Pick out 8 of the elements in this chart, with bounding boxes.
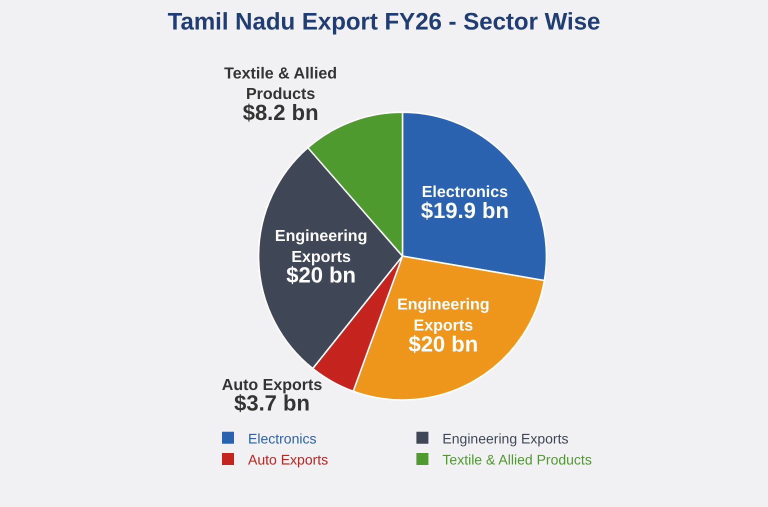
slice-label: Engineering Exports [397,296,490,335]
slice-label: Engineering Exports [442,430,568,446]
legend-label: Electronics [248,430,316,446]
legend-label: Auto Exports [248,451,328,468]
slice-label: Auto Exports [222,376,322,394]
legend-label: Textile & Allied Products [442,451,592,468]
slice-label: Engineering Exports [274,228,368,266]
chart-title: Tamil Nadu Export FY26 - Sector Wise [168,8,600,36]
